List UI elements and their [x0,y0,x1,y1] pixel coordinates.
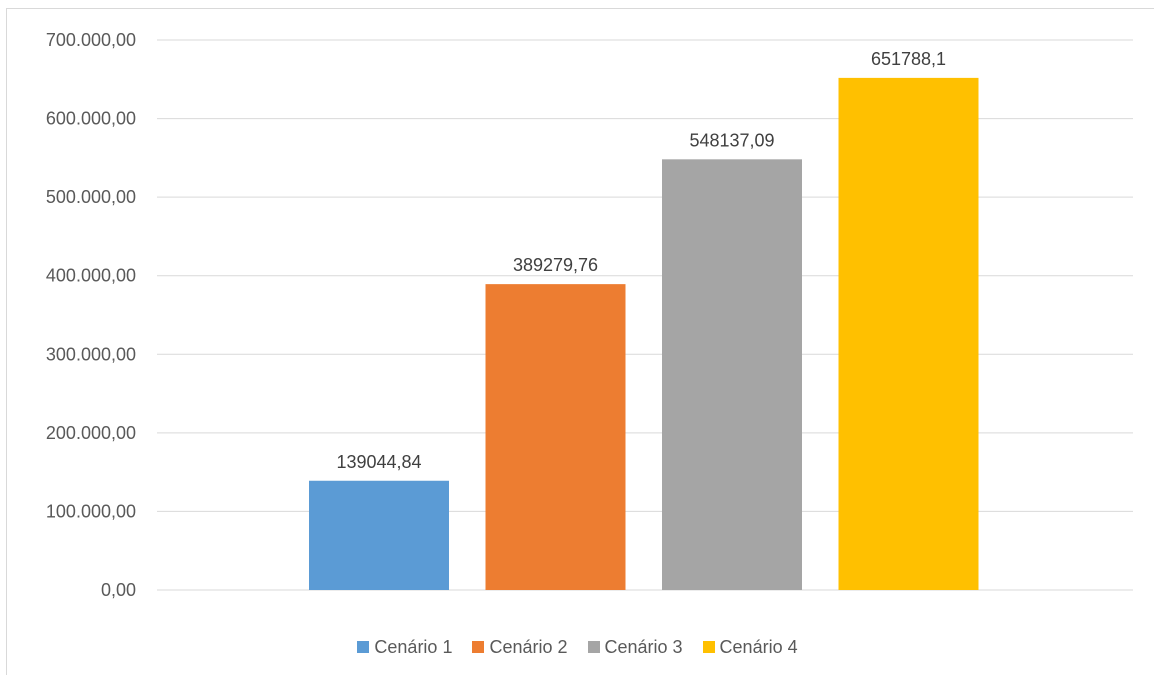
data-label: 548137,09 [689,130,774,150]
data-label: 389279,76 [513,255,598,275]
bar [485,284,626,590]
legend-label: Cenário 2 [489,636,568,657]
data-label: 651788,1 [871,49,946,69]
bar [309,480,449,590]
legend: Cenário 1 Cenário 2 Cenário 3 Cenário 4 [0,633,1155,661]
y-tick-label: 700.000,00 [46,30,136,50]
y-tick-label: 200.000,00 [46,423,136,443]
legend-item: Cenário 3 [587,636,683,658]
y-tick-label: 300.000,00 [46,344,136,364]
legend-swatch [472,641,485,653]
legend-label: Cenário 1 [374,636,453,657]
legend-swatch [357,641,370,653]
y-tick-label: 400.000,00 [46,266,136,286]
legend-item: Cenário 1 [357,637,452,658]
legend-item: Cenário 4 [702,636,798,658]
y-tick-label: 600.000,00 [46,109,136,129]
legend-swatch [587,641,600,653]
legend-item: Cenário 2 [472,636,568,658]
y-tick-label: 500.000,00 [46,187,136,207]
bar [838,77,979,590]
y-tick-label: 0,00 [101,580,136,600]
y-tick-label: 100.000,00 [46,501,136,521]
legend-label: Cenário 4 [719,636,798,657]
legend-label: Cenário 3 [604,636,683,657]
legend-swatch [702,641,715,653]
bar [662,159,802,590]
data-label: 139044,84 [336,452,421,472]
